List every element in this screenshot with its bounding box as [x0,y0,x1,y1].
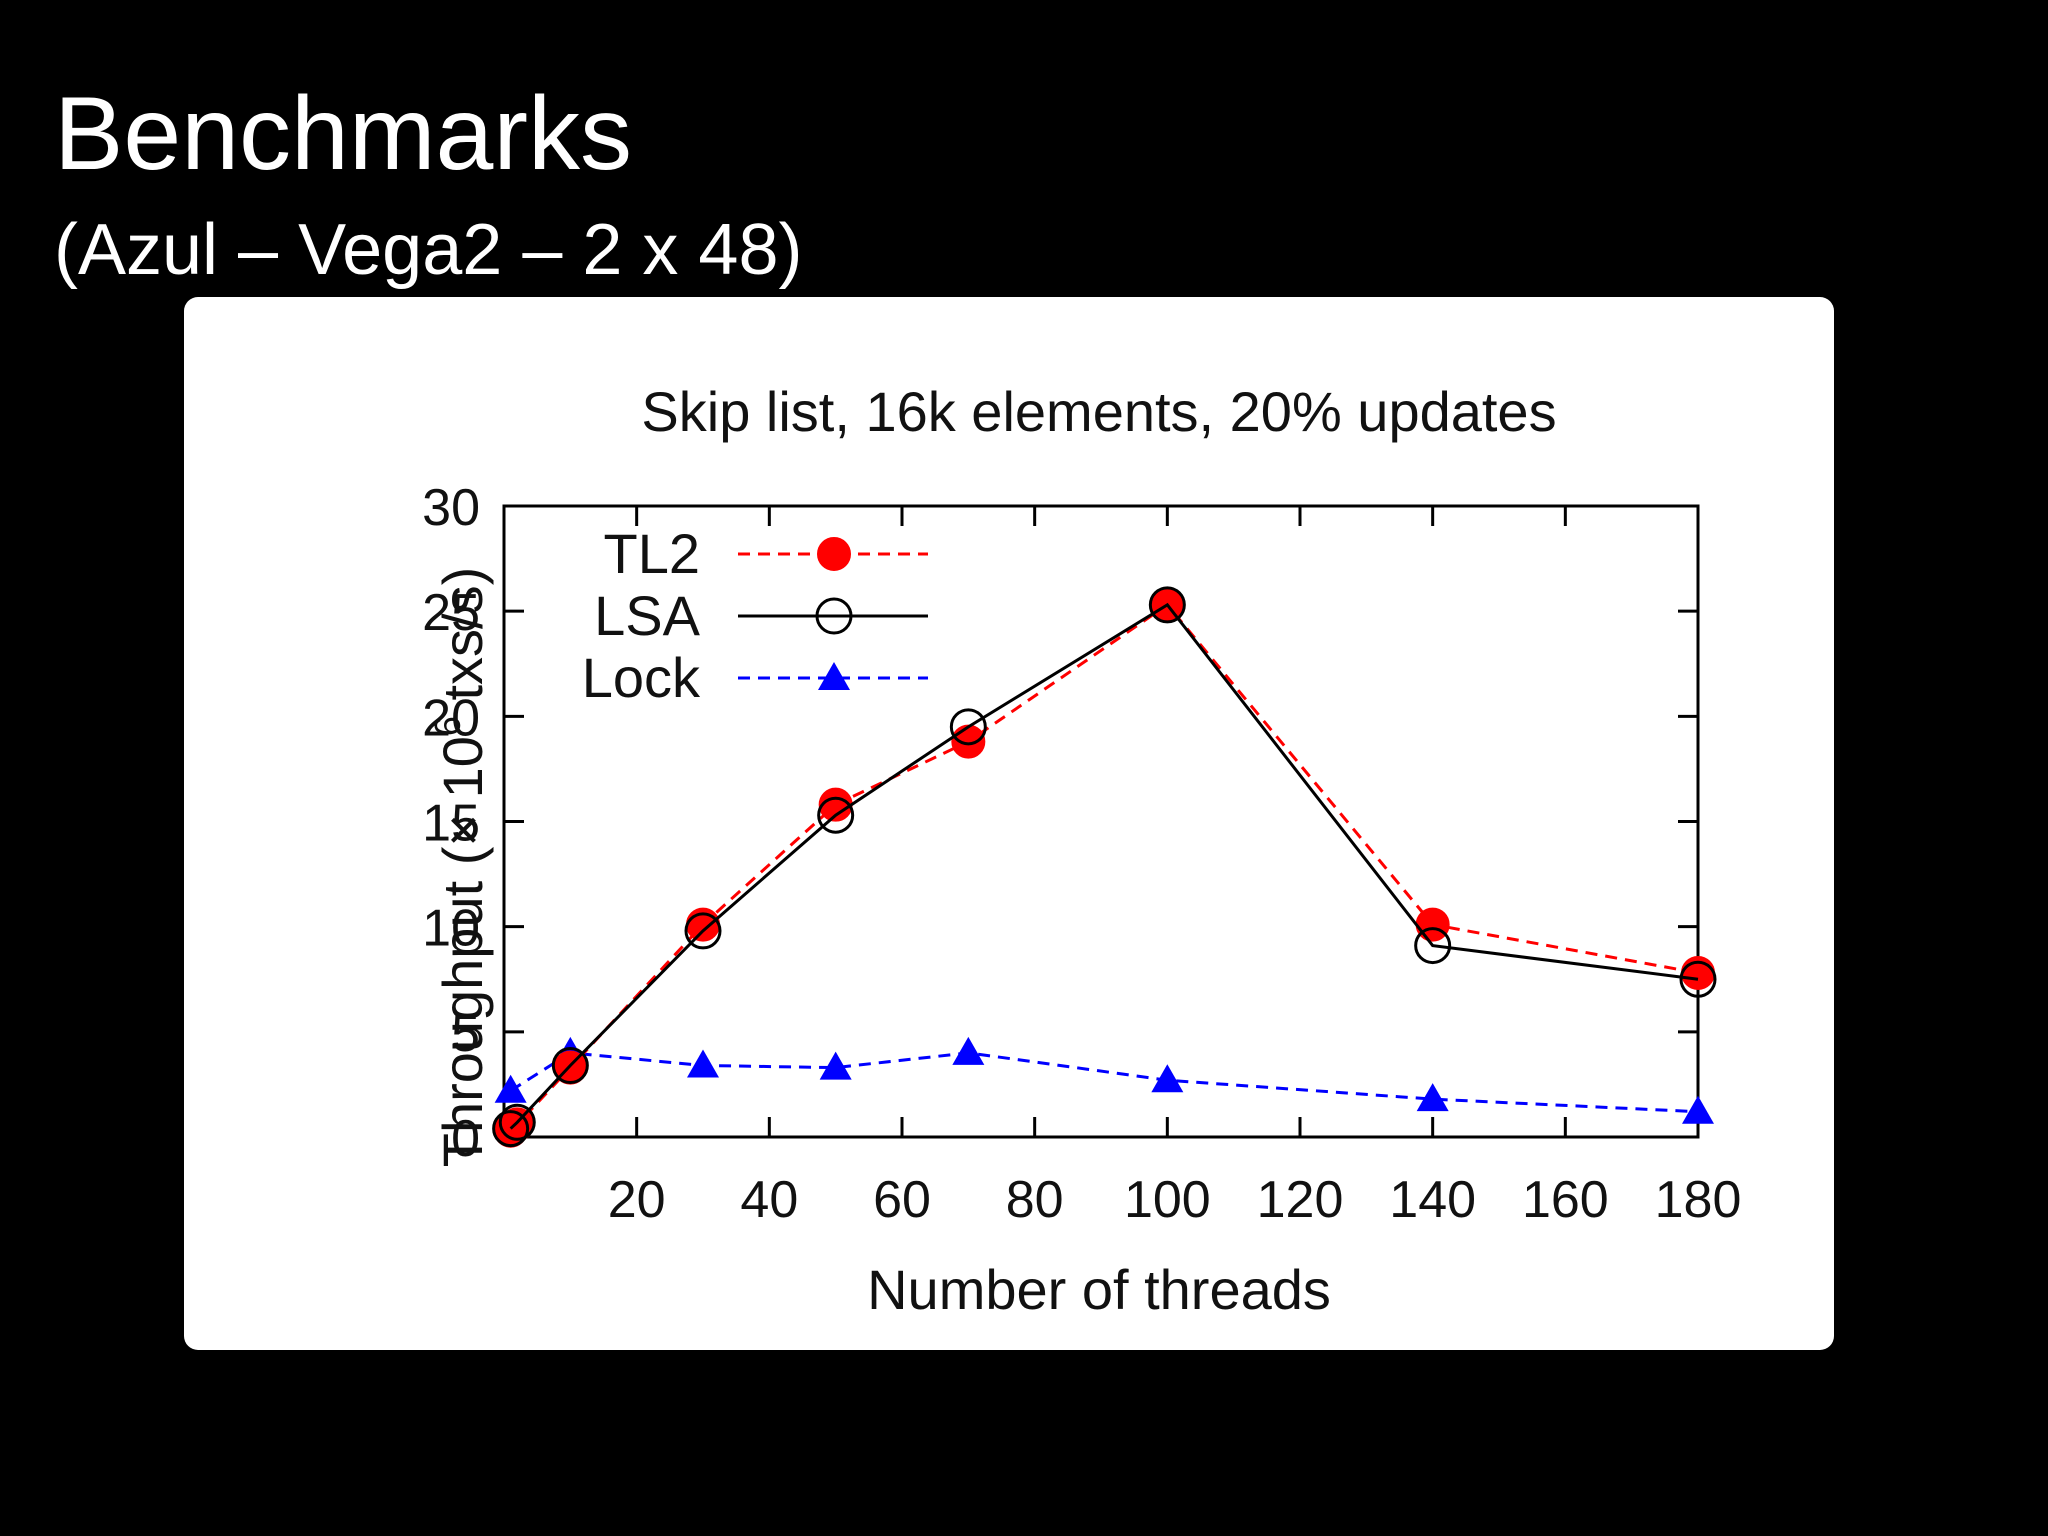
y-tick-label: 30 [422,479,480,537]
y-tick-label: 25 [422,584,480,642]
series-lock-point [952,1036,985,1065]
series-lsa-point [949,708,987,746]
y-tick-label: 20 [422,689,480,747]
line-chart: Skip list, 16k elements, 20% updates Num… [422,380,1742,1321]
x-tick-label: 160 [1522,1171,1609,1229]
legend-lock-point [818,662,850,690]
x-tick-label: 60 [873,1171,931,1229]
x-tick-label: 120 [1257,1171,1344,1229]
y-tick-label: 5 [451,1005,480,1063]
x-tick-label: 20 [608,1171,666,1229]
series-lock-point [494,1074,527,1103]
chart-title: Skip list, 16k elements, 20% updates [641,380,1556,443]
series-tl2-point [1415,907,1450,942]
y-axis-label-superscript: 6 [427,716,468,736]
series-lock-point [1416,1083,1449,1112]
series-lsa-point [1679,960,1717,998]
y-axis-label-prefix: Throughput (× 10 [431,736,494,1167]
x-tick-label: 140 [1389,1171,1476,1229]
x-axis-label: Number of threads [867,1258,1331,1321]
legend-lsa: LSA [594,584,928,647]
y-tick-label: 10 [422,900,480,958]
series-lsa-point [492,1110,530,1148]
x-tick-label: 180 [1655,1171,1742,1229]
legend-lsa-label: LSA [594,584,700,647]
x-tick-label: 80 [1006,1171,1064,1229]
legend-tl2: TL2 [604,522,928,585]
series-lsa-point [1414,927,1452,965]
legend-lsa-point [815,597,853,635]
y-axis-label: Throughput (× 106 txs/s) [427,567,494,1168]
series-lsa-point [498,1103,536,1141]
x-tick-label: 40 [740,1171,798,1229]
series-lock-group [494,1036,1714,1124]
legend-tl2-label: TL2 [604,522,701,585]
legend-lock-label: Lock [582,646,701,709]
series-lsa-group [492,586,1717,1148]
slide-subtitle: (Azul – Vega2 – 2 x 48) [54,210,803,290]
series-lock-line [509,1051,1699,1114]
series-lock-point [1682,1095,1714,1124]
y-tick-label: 0 [451,1110,480,1168]
series-lock-point [1151,1064,1184,1093]
series-lsa-point [684,912,722,950]
series-lsa-line [509,602,1699,1130]
y-axis-label-suffix: txs/s) [431,567,494,716]
series-lsa-point [551,1046,589,1084]
y-tick-label: 15 [422,795,480,853]
series-lock-point [819,1051,852,1080]
series-lsa-point [1148,586,1186,624]
legend-tl2-point [817,537,851,571]
slide-title: Benchmarks [54,76,632,192]
series-lock-point [687,1049,719,1078]
legend-lock: Lock [582,646,928,709]
series-lsa-point [817,796,855,834]
chart-panel: Skip list, 16k elements, 20% updates Num… [184,297,1834,1350]
x-tick-label: 100 [1124,1171,1211,1229]
